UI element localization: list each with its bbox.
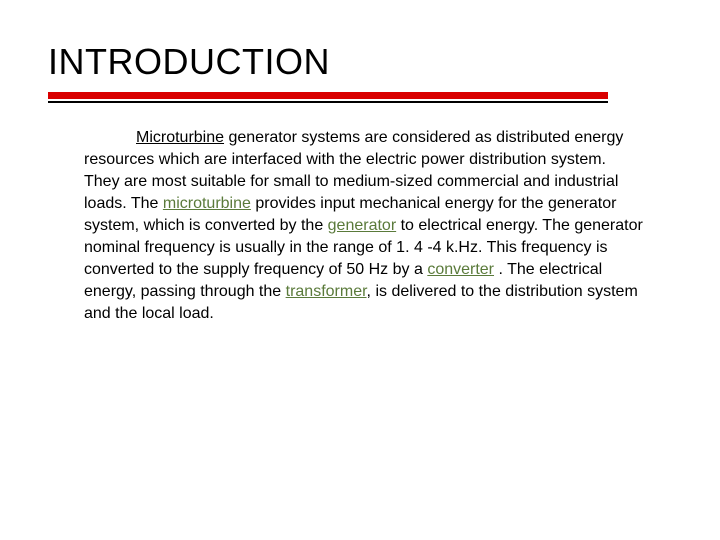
title-block: INTRODUCTION (48, 42, 672, 103)
rule-black (48, 101, 608, 103)
title-rule (48, 92, 672, 103)
slide: INTRODUCTION Microturbine generator syst… (0, 0, 720, 540)
body-text: Microturbine generator systems are consi… (84, 127, 644, 326)
hyperlink-text[interactable]: transformer (286, 283, 367, 300)
page-title: INTRODUCTION (48, 42, 672, 82)
lead-word: Microturbine (136, 129, 224, 146)
hyperlink-text[interactable]: microturbine (163, 195, 251, 212)
body-wrap: Microturbine generator systems are consi… (48, 127, 672, 326)
hyperlink-text[interactable]: converter (427, 261, 494, 278)
rule-red (48, 92, 608, 99)
hyperlink-text[interactable]: generator (328, 217, 397, 234)
